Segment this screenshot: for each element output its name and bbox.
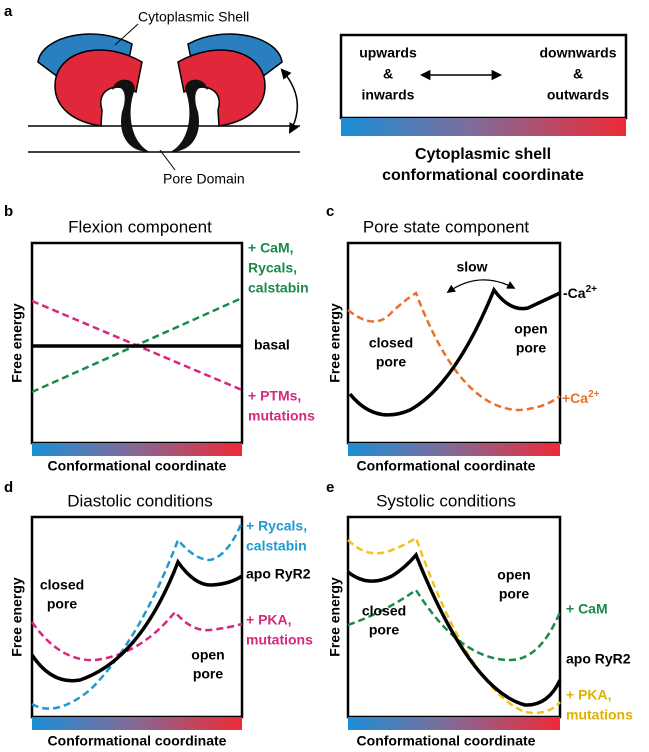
curve-label: + PKA,: [566, 687, 612, 703]
state-label: closed: [362, 603, 406, 619]
figure: a Cytoplasmic Shell Pore Domain upwards …: [0, 0, 649, 752]
gradient-bar: [341, 118, 626, 136]
panel-label: b: [4, 203, 13, 220]
state-text: &: [573, 66, 583, 82]
state-text: downwards: [539, 45, 616, 61]
state-label: open: [497, 567, 530, 583]
curve-label: apo RyR2: [246, 566, 311, 582]
y-label: Free energy: [327, 577, 343, 657]
annotation: slow: [456, 259, 487, 275]
x-label: Conformational coordinate: [357, 458, 536, 474]
state-label: closed: [369, 335, 413, 351]
label-sup: 2+: [588, 389, 600, 400]
label-text: -Ca: [563, 285, 586, 301]
panel-title: Diastolic conditions: [67, 491, 213, 510]
channel-half: [170, 34, 282, 152]
leader: [160, 150, 175, 170]
state-label: pore: [376, 354, 407, 370]
double-arrow: [448, 280, 514, 292]
caption: Cytoplasmic shell: [415, 146, 551, 163]
panel-e: e Systolic conditions Conformational coo…: [326, 479, 633, 749]
panel-c: c Pore state component Conformational co…: [326, 203, 600, 474]
panel-label: c: [326, 203, 334, 220]
curve-label: basal: [254, 337, 290, 353]
curve-label: +Ca2+: [562, 389, 600, 406]
panel-b: b Flexion component Conformational coord…: [4, 203, 315, 474]
state-text: upwards: [359, 45, 417, 61]
y-label: Free energy: [327, 303, 343, 383]
state-label: pore: [369, 622, 400, 638]
state-label: pore: [516, 340, 547, 356]
curve-label: apo RyR2: [566, 651, 631, 667]
pore-label: Pore Domain: [163, 171, 245, 187]
gradient-bar: [32, 717, 242, 730]
state-text: outwards: [547, 87, 609, 103]
curve-label: mutations: [246, 632, 313, 648]
x-label: Conformational coordinate: [48, 733, 227, 749]
gradient-bar: [32, 443, 242, 456]
curve-label: + CaM: [566, 601, 608, 617]
page: a Cytoplasmic Shell Pore Domain upwards …: [0, 0, 649, 752]
gradient-bar: [348, 443, 560, 456]
state-text: inwards: [362, 87, 415, 103]
curve-label: Rycals,: [248, 260, 297, 276]
curve-label: mutations: [248, 408, 315, 424]
state-label: open: [514, 321, 547, 337]
state-label: pore: [47, 596, 78, 612]
label-sup: 2+: [586, 284, 598, 295]
panel-label: d: [4, 479, 13, 496]
curve-label: + PTMs,: [248, 388, 301, 404]
y-label: Free energy: [9, 577, 25, 657]
y-label: Free energy: [9, 303, 25, 383]
curve-label: calstabin: [248, 280, 309, 296]
curve-label: -Ca2+: [563, 284, 597, 301]
state-label: closed: [40, 577, 84, 593]
label-text: +Ca: [562, 390, 588, 406]
panel-title: Systolic conditions: [376, 491, 516, 510]
channel-half: [38, 34, 150, 152]
state-text: &: [383, 66, 393, 82]
state-label: pore: [193, 666, 224, 682]
panel-d: d Diastolic conditions Conformational co…: [4, 479, 313, 749]
panel-label: e: [326, 479, 334, 496]
rotation-arrow: [282, 70, 297, 132]
caption: conformational coordinate: [382, 167, 584, 184]
curve-label: + CaM,: [248, 240, 294, 256]
x-label: Conformational coordinate: [48, 458, 227, 474]
state-label: open: [191, 647, 224, 663]
panel-title: Flexion component: [68, 217, 212, 236]
shell-label: Cytoplasmic Shell: [138, 9, 249, 25]
panel-a: a Cytoplasmic Shell Pore Domain upwards …: [4, 3, 626, 187]
x-label: Conformational coordinate: [357, 733, 536, 749]
panel-label: a: [4, 3, 13, 20]
curve-label: mutations: [566, 707, 633, 723]
gradient-bar: [348, 717, 560, 730]
curve-label: calstabin: [246, 538, 307, 554]
state-label: pore: [499, 586, 530, 602]
panel-title: Pore state component: [363, 217, 530, 236]
plot-box: [32, 243, 242, 443]
curve-label: + Rycals,: [246, 518, 307, 534]
plot-box: [32, 517, 242, 717]
curve-label: + PKA,: [246, 612, 292, 628]
